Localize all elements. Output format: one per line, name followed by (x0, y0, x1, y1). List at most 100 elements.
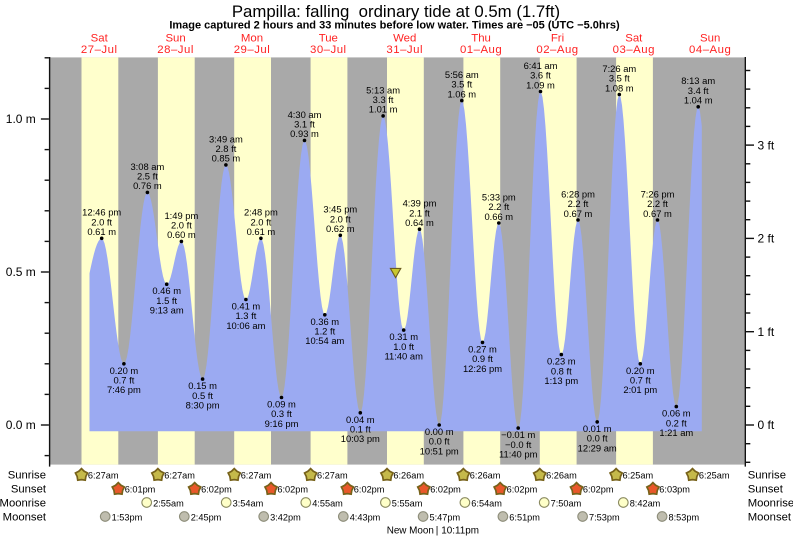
svg-text:0 ft: 0 ft (758, 418, 775, 432)
svg-text:3.5 ft: 3.5 ft (451, 79, 472, 90)
svg-text:5:33 pm: 5:33 pm (482, 191, 516, 202)
svg-text:1 ft: 1 ft (758, 325, 775, 339)
svg-text:28–Jul: 28–Jul (157, 44, 194, 56)
svg-text:1.08 m: 1.08 m (605, 82, 634, 93)
svg-text:8:13 am: 8:13 am (681, 75, 715, 86)
svg-text:6:02pm: 6:02pm (277, 484, 308, 494)
svg-text:1:49 pm: 1:49 pm (164, 210, 198, 221)
svg-text:3.6 ft: 3.6 ft (530, 70, 551, 81)
svg-text:11:40 am: 11:40 am (384, 351, 423, 362)
svg-text:0.04 m: 0.04 m (346, 414, 375, 425)
svg-text:0.00 m: 0.00 m (425, 426, 454, 437)
svg-text:10:06 am: 10:06 am (226, 320, 265, 331)
svg-text:1.0 m: 1.0 m (6, 112, 36, 126)
svg-text:6:02pm: 6:02pm (583, 484, 614, 494)
svg-text:2:45pm: 2:45pm (191, 512, 222, 522)
svg-text:1.0 ft: 1.0 ft (393, 341, 414, 352)
svg-text:1.3 ft: 1.3 ft (235, 310, 256, 321)
svg-text:0.5 m: 0.5 m (6, 265, 36, 279)
svg-text:9:13 am: 9:13 am (150, 305, 184, 316)
svg-text:Sun: Sun (165, 32, 185, 44)
svg-text:10:03 pm: 10:03 pm (341, 433, 380, 444)
svg-text:Tue: Tue (319, 32, 338, 44)
svg-text:11:40 pm: 11:40 pm (499, 449, 538, 460)
svg-text:2.2 ft: 2.2 ft (568, 198, 589, 209)
svg-text:0.06 m: 0.06 m (662, 408, 691, 419)
svg-text:0.61 m: 0.61 m (87, 226, 116, 237)
svg-text:31–Jul: 31–Jul (386, 44, 423, 56)
svg-text:0.41 m: 0.41 m (232, 301, 261, 312)
svg-text:6:02pm: 6:02pm (507, 484, 538, 494)
svg-text:Pampilla: falling ordinary ti: Pampilla: falling ordinary tide at 0.5m … (232, 2, 560, 21)
svg-text:|: | (436, 525, 439, 536)
svg-text:2.8 ft: 2.8 ft (215, 143, 236, 154)
svg-text:0.8 ft: 0.8 ft (551, 365, 572, 376)
svg-text:0.0 m: 0.0 m (6, 418, 36, 432)
svg-text:1.5 ft: 1.5 ft (156, 295, 177, 306)
svg-text:2.0 ft: 2.0 ft (91, 216, 112, 227)
svg-text:0.62 m: 0.62 m (326, 223, 355, 234)
svg-text:3:08 am: 3:08 am (130, 161, 164, 172)
svg-text:3:54am: 3:54am (233, 498, 264, 508)
svg-text:0.64 m: 0.64 m (405, 217, 434, 228)
svg-text:30–Jul: 30–Jul (310, 44, 347, 56)
svg-text:−0.01 m: −0.01 m (501, 429, 535, 440)
svg-text:7:26 pm: 7:26 pm (641, 188, 675, 199)
svg-text:6:01pm: 6:01pm (125, 484, 156, 494)
svg-text:12:29 am: 12:29 am (578, 442, 617, 453)
svg-text:0.67 m: 0.67 m (643, 208, 672, 219)
svg-text:10:54 am: 10:54 am (305, 335, 344, 346)
svg-text:0.76 m: 0.76 m (133, 180, 162, 191)
svg-text:5:56 am: 5:56 am (445, 69, 479, 80)
svg-text:0.36 m: 0.36 m (310, 316, 339, 327)
svg-text:3 ft: 3 ft (758, 138, 775, 152)
svg-text:12:26 pm: 12:26 pm (463, 363, 502, 374)
svg-text:6:41 am: 6:41 am (524, 60, 558, 71)
svg-text:2.5 ft: 2.5 ft (137, 171, 158, 182)
svg-text:0.85 m: 0.85 m (212, 153, 241, 164)
svg-text:6:02pm: 6:02pm (430, 484, 461, 494)
svg-text:0.2 ft: 0.2 ft (666, 417, 687, 428)
svg-text:6:27am: 6:27am (88, 470, 119, 480)
svg-text:10:51 pm: 10:51 pm (420, 445, 459, 456)
svg-text:01–Aug: 01–Aug (460, 44, 502, 56)
svg-text:0.46 m: 0.46 m (152, 285, 181, 296)
svg-text:0.7 ft: 0.7 ft (630, 375, 651, 386)
svg-text:0.20 m: 0.20 m (626, 365, 655, 376)
svg-text:−0.0 ft: −0.0 ft (505, 439, 532, 450)
svg-text:0.93 m: 0.93 m (290, 128, 319, 139)
svg-text:29–Jul: 29–Jul (234, 44, 271, 56)
svg-text:0.9 ft: 0.9 ft (472, 353, 493, 364)
svg-text:Wed: Wed (393, 32, 416, 44)
svg-text:2.2 ft: 2.2 ft (488, 201, 509, 212)
svg-text:04–Aug: 04–Aug (689, 44, 731, 56)
svg-text:0.66 m: 0.66 m (484, 211, 513, 222)
svg-text:2:48 pm: 2:48 pm (244, 207, 278, 218)
svg-text:2.0 ft: 2.0 ft (171, 220, 192, 231)
svg-text:5:47pm: 5:47pm (430, 512, 461, 522)
svg-text:0.27 m: 0.27 m (468, 343, 497, 354)
svg-text:6:27am: 6:27am (317, 470, 348, 480)
svg-text:2.0 ft: 2.0 ft (330, 213, 351, 224)
svg-text:1.09 m: 1.09 m (526, 79, 555, 90)
svg-text:5:55am: 5:55am (392, 498, 423, 508)
svg-text:6:54am: 6:54am (471, 498, 502, 508)
svg-text:Thu: Thu (471, 32, 491, 44)
svg-text:Sat: Sat (625, 32, 643, 44)
svg-text:3.1 ft: 3.1 ft (294, 119, 315, 130)
svg-text:3.3 ft: 3.3 ft (373, 94, 394, 105)
svg-text:Sun: Sun (700, 32, 720, 44)
svg-text:Sunset: Sunset (11, 484, 47, 496)
svg-text:Sunrise: Sunrise (748, 470, 786, 482)
svg-text:New Moon: New Moon (387, 526, 434, 537)
svg-text:4:39 pm: 4:39 pm (403, 198, 437, 209)
svg-text:8:42am: 8:42am (630, 498, 661, 508)
svg-text:2.1 ft: 2.1 ft (409, 207, 430, 218)
svg-text:6:27am: 6:27am (241, 470, 272, 480)
svg-text:3:42pm: 3:42pm (270, 512, 301, 522)
svg-text:0.09 m: 0.09 m (267, 399, 296, 410)
svg-text:2:01 pm: 2:01 pm (623, 384, 657, 395)
svg-text:Moonrise: Moonrise (748, 498, 793, 510)
svg-text:6:26am: 6:26am (393, 470, 424, 480)
svg-text:2.0 ft: 2.0 ft (250, 216, 271, 227)
